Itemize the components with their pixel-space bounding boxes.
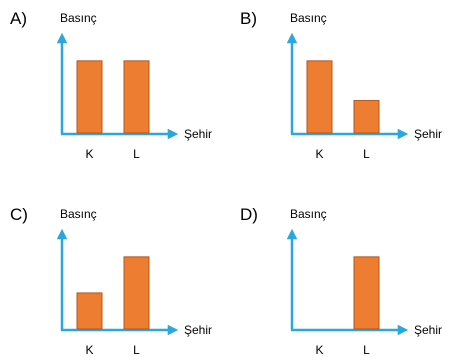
x-tick-label: K: [315, 343, 323, 357]
x-tick-label: L: [133, 147, 140, 161]
y-axis-title: Basınç: [60, 11, 97, 25]
x-tick-label: K: [85, 343, 93, 357]
chart-panel: A) Basınç Şehir K L: [10, 9, 212, 161]
bar-k: [76, 292, 103, 330]
y-axis-title: Basınç: [290, 207, 327, 221]
x-tick-label: L: [363, 147, 370, 161]
bar-l: [353, 100, 380, 134]
chart-panel: D) Basınç Şehir K L: [240, 205, 442, 357]
bar-k: [76, 60, 103, 134]
bar-k: [306, 60, 333, 134]
x-axis-title: Şehir: [184, 323, 212, 337]
option-label: C): [10, 205, 28, 224]
bar-l: [123, 256, 150, 330]
x-tick-label: K: [85, 147, 93, 161]
x-axis-title: Şehir: [414, 127, 442, 141]
x-tick-label: L: [133, 343, 140, 357]
bar-l: [353, 256, 380, 330]
y-axis-title: Basınç: [60, 207, 97, 221]
option-label: D): [240, 205, 258, 224]
option-label: A): [10, 9, 27, 28]
y-axis-title: Basınç: [290, 11, 327, 25]
chart-panel: B) Basınç Şehir K L: [240, 9, 442, 161]
x-tick-label: L: [363, 343, 370, 357]
x-axis-title: Şehir: [414, 323, 442, 337]
x-axis-title: Şehir: [184, 127, 212, 141]
chart-panel: C) Basınç Şehir K L: [10, 205, 212, 357]
x-tick-label: K: [315, 147, 323, 161]
option-label: B): [240, 9, 257, 28]
bar-l: [123, 60, 150, 134]
